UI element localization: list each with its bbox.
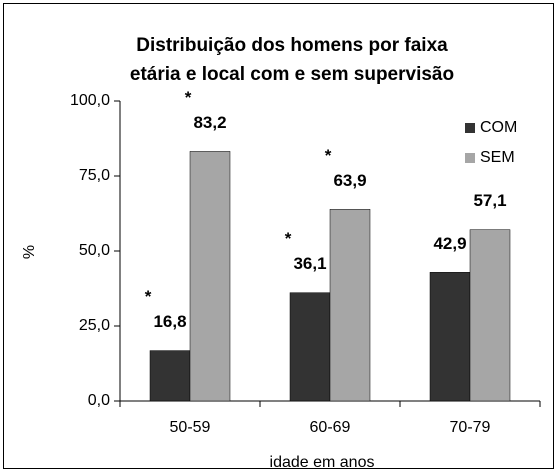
legend-swatch <box>465 153 475 163</box>
annotation: * <box>285 229 292 248</box>
bar <box>149 350 191 402</box>
value-label: 16,8 <box>153 312 186 331</box>
annotation: * <box>185 88 192 107</box>
value-label: 36,1 <box>293 254 326 273</box>
bar <box>289 292 331 402</box>
x-tick-label: 70-79 <box>450 419 491 436</box>
x-axis-label: idade em anos <box>270 454 375 471</box>
chart-title: Distribuição dos homens por faixa <box>136 35 448 56</box>
y-axis-label: % <box>21 245 38 259</box>
y-tick-label: 100,0 <box>70 92 110 109</box>
bar <box>329 209 371 402</box>
y-tick-label: 75,0 <box>79 167 110 184</box>
bar <box>189 151 231 402</box>
bar <box>469 229 511 402</box>
value-label: 42,9 <box>433 234 466 253</box>
legend-label: COM <box>480 119 517 136</box>
legend-label: SEM <box>480 149 515 166</box>
value-label: 83,2 <box>193 113 226 132</box>
chart-title: etária e local com e sem supervisão <box>130 64 454 85</box>
y-tick-label: 0,0 <box>88 392 110 409</box>
annotation: * <box>325 146 332 165</box>
y-tick-label: 25,0 <box>79 317 110 334</box>
value-label: 63,9 <box>333 171 366 190</box>
legend-swatch <box>465 123 475 133</box>
bar <box>429 272 471 402</box>
annotation: * <box>145 287 152 306</box>
x-tick-label: 50-59 <box>170 419 211 436</box>
y-tick-label: 50,0 <box>79 242 110 259</box>
value-label: 57,1 <box>473 191 506 210</box>
x-tick-label: 60-69 <box>310 419 351 436</box>
